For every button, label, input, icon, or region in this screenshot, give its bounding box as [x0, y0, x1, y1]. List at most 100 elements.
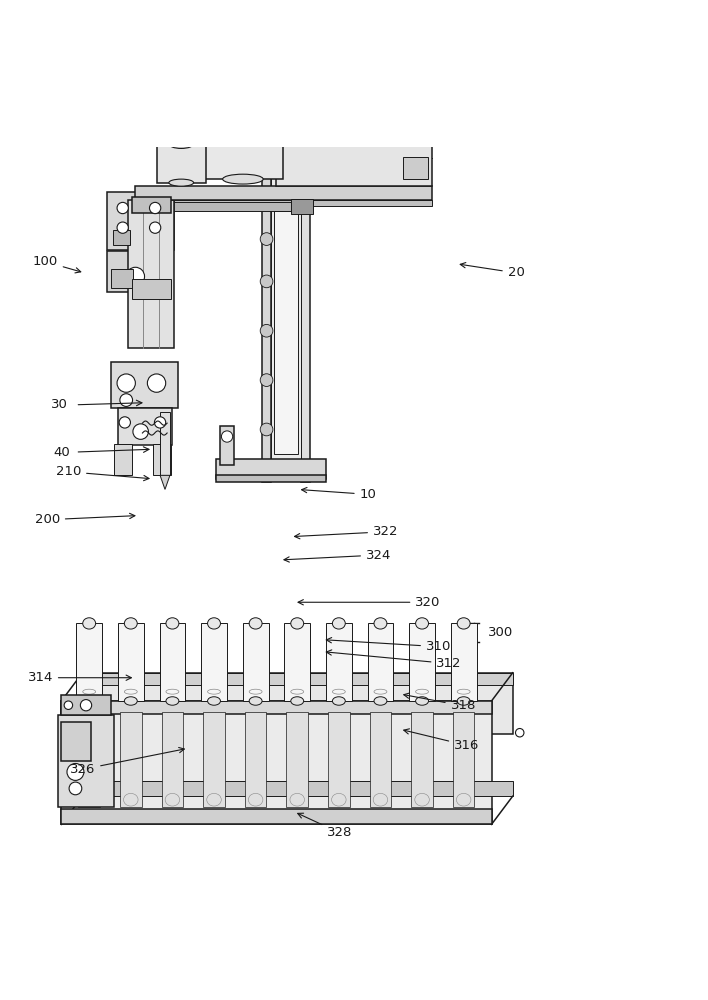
Ellipse shape — [416, 697, 428, 705]
Ellipse shape — [332, 618, 346, 629]
Bar — [220, 426, 234, 465]
Bar — [83, 673, 513, 734]
Circle shape — [261, 324, 273, 337]
Circle shape — [64, 701, 73, 709]
Bar — [79, 712, 100, 807]
Bar — [132, 279, 171, 299]
Text: 318: 318 — [404, 693, 476, 712]
Text: 322: 322 — [295, 525, 399, 539]
Text: 20: 20 — [460, 263, 525, 279]
Bar — [83, 673, 513, 685]
Text: 200: 200 — [35, 513, 135, 526]
Text: 314: 314 — [28, 671, 132, 684]
Bar — [411, 712, 433, 807]
Text: 324: 324 — [284, 549, 392, 562]
Circle shape — [154, 417, 166, 428]
Ellipse shape — [125, 697, 137, 705]
Ellipse shape — [166, 697, 179, 705]
Text: 210: 210 — [56, 465, 149, 481]
Circle shape — [222, 431, 233, 442]
Bar — [301, 176, 309, 482]
Ellipse shape — [207, 697, 220, 705]
Bar — [62, 701, 491, 824]
Ellipse shape — [355, 60, 387, 70]
Bar — [107, 192, 174, 250]
Ellipse shape — [374, 618, 387, 629]
Ellipse shape — [355, 99, 387, 108]
Ellipse shape — [249, 109, 255, 115]
Bar — [290, 104, 418, 112]
Ellipse shape — [125, 618, 137, 629]
Text: 100: 100 — [33, 255, 81, 273]
Ellipse shape — [249, 618, 262, 629]
Bar — [135, 186, 432, 200]
Bar — [113, 230, 130, 245]
Bar — [118, 623, 144, 701]
Bar — [285, 623, 310, 701]
Bar — [135, 200, 432, 206]
Ellipse shape — [146, 383, 164, 398]
Text: 328: 328 — [297, 813, 353, 839]
Bar — [153, 398, 164, 454]
Bar — [370, 712, 392, 807]
Ellipse shape — [207, 618, 220, 629]
Text: 316: 316 — [404, 729, 479, 752]
Bar — [160, 412, 170, 475]
Ellipse shape — [169, 179, 193, 186]
Text: 326: 326 — [70, 747, 184, 776]
Bar — [62, 722, 91, 761]
Text: 40: 40 — [53, 446, 69, 459]
Bar — [161, 712, 183, 807]
Bar — [135, 203, 164, 209]
Circle shape — [126, 267, 144, 286]
Bar — [404, 157, 428, 179]
Ellipse shape — [218, 109, 224, 115]
Text: 312: 312 — [326, 650, 462, 670]
Ellipse shape — [291, 618, 304, 629]
Circle shape — [81, 700, 91, 711]
Polygon shape — [160, 475, 170, 489]
Circle shape — [117, 374, 135, 392]
Bar — [110, 269, 133, 288]
Ellipse shape — [166, 618, 179, 629]
Ellipse shape — [222, 127, 263, 140]
Bar — [114, 444, 132, 475]
Circle shape — [149, 222, 161, 233]
Bar — [245, 712, 266, 807]
Bar — [340, 65, 404, 104]
Bar — [217, 475, 326, 482]
Bar — [62, 695, 110, 715]
Bar — [128, 200, 174, 348]
Circle shape — [133, 424, 149, 439]
Bar — [201, 623, 227, 701]
Circle shape — [149, 202, 161, 214]
Ellipse shape — [291, 697, 304, 705]
Circle shape — [69, 782, 82, 795]
Text: 300: 300 — [488, 626, 513, 639]
Circle shape — [117, 222, 128, 233]
Text: 30: 30 — [51, 398, 68, 411]
Bar — [328, 712, 350, 807]
Bar — [218, 112, 224, 133]
Bar — [118, 408, 172, 445]
Circle shape — [117, 202, 128, 214]
Bar — [367, 623, 394, 701]
Bar — [451, 623, 476, 701]
Bar — [287, 712, 308, 807]
Bar — [62, 701, 491, 714]
Circle shape — [119, 417, 130, 428]
Ellipse shape — [457, 618, 470, 629]
Ellipse shape — [332, 697, 346, 705]
Bar — [146, 391, 164, 429]
Bar — [326, 623, 352, 701]
Ellipse shape — [83, 618, 96, 629]
Bar — [156, 144, 206, 183]
Ellipse shape — [83, 697, 96, 705]
Bar — [290, 199, 313, 214]
Bar — [243, 623, 268, 701]
Circle shape — [261, 374, 273, 386]
Bar — [274, 211, 297, 454]
Circle shape — [261, 275, 273, 288]
Circle shape — [120, 394, 132, 406]
Bar — [270, 176, 301, 468]
